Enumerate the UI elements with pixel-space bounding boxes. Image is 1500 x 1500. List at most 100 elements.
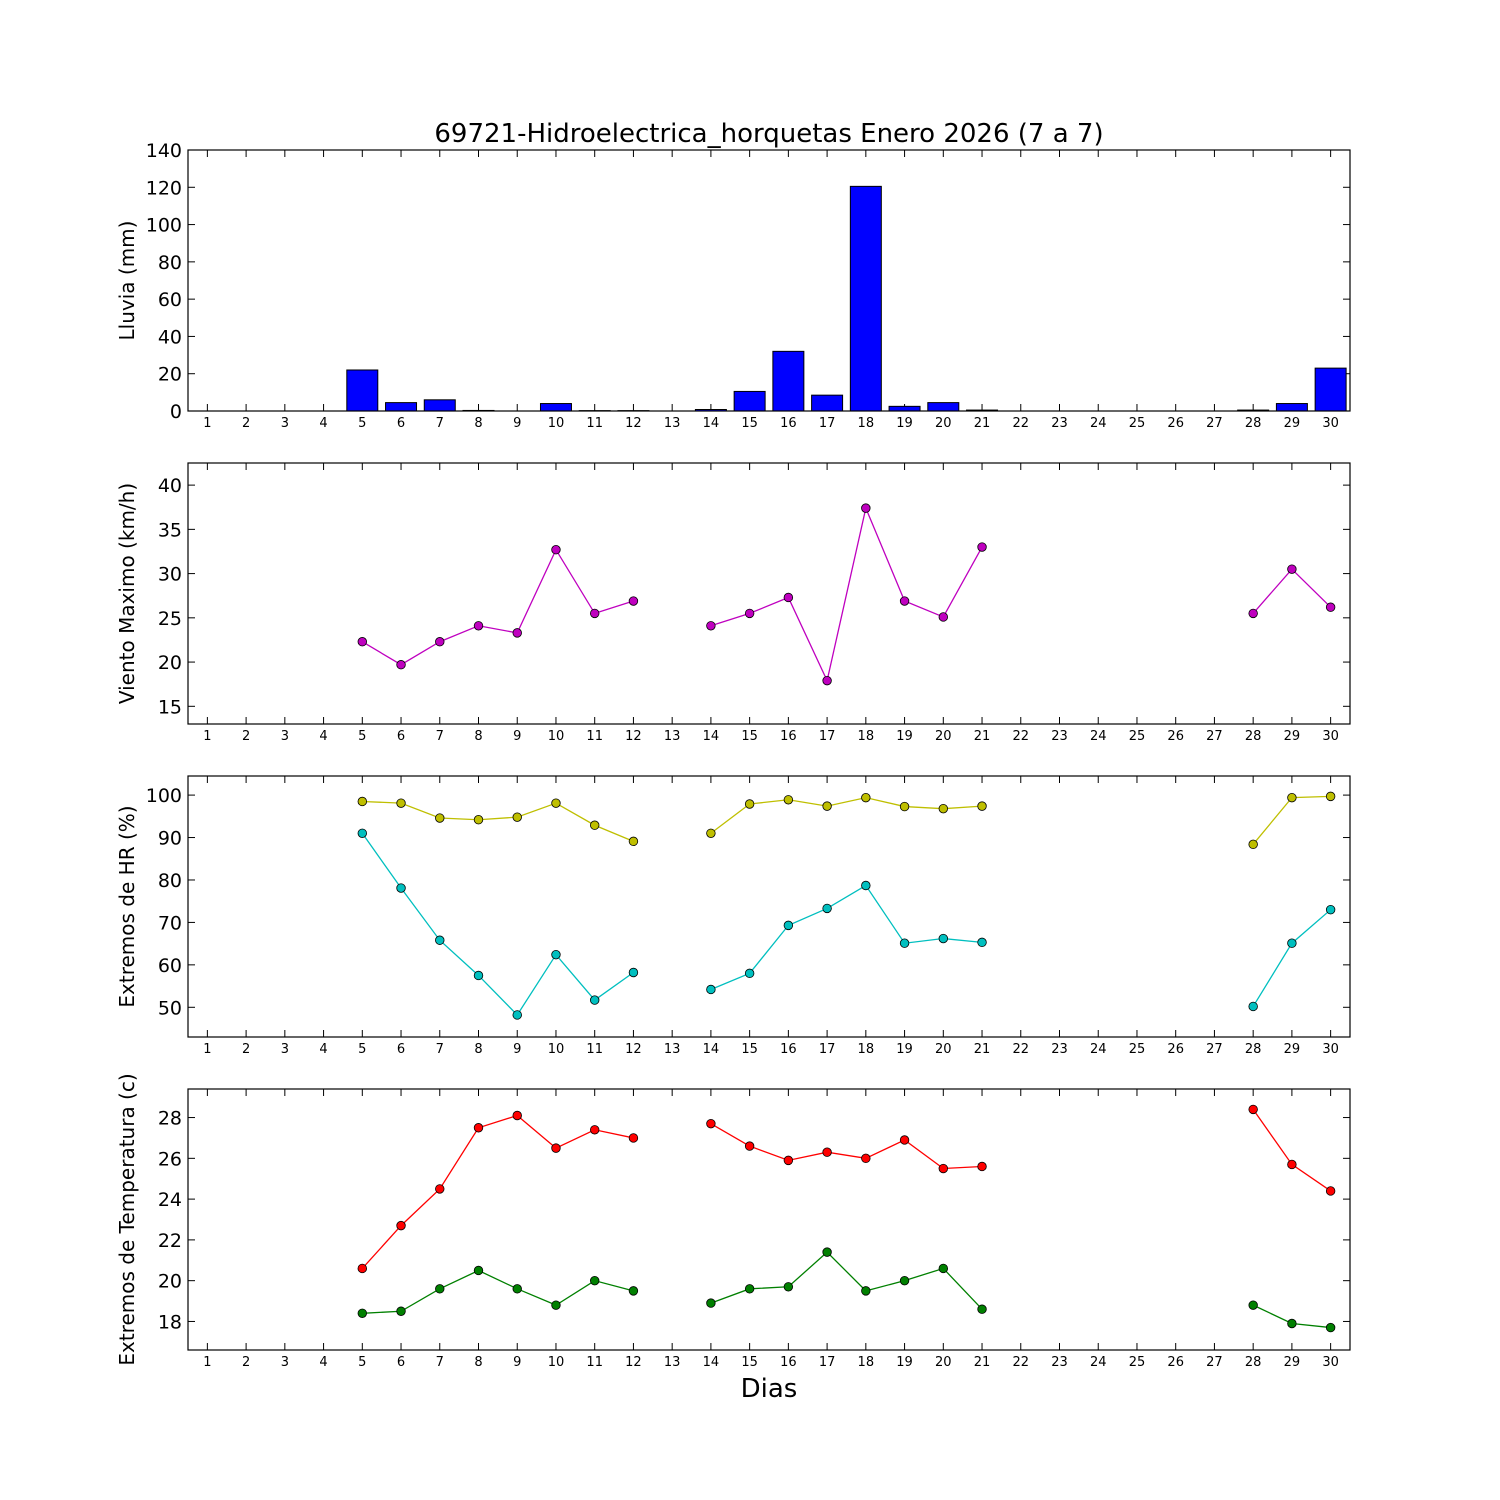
y-tick-label: 70 — [158, 912, 182, 934]
data-point — [822, 1247, 832, 1257]
data-point — [783, 1155, 794, 1166]
y-tick-label: 28 — [158, 1108, 182, 1130]
data-point — [473, 970, 484, 981]
data-point — [1287, 564, 1297, 574]
x-tick-label: 21 — [974, 1042, 991, 1057]
series-line — [362, 800, 634, 842]
data-point — [1325, 1186, 1336, 1196]
data-point — [706, 621, 716, 631]
x-tick-label: 27 — [1206, 1042, 1223, 1057]
data-point — [435, 1284, 445, 1294]
bar — [772, 350, 805, 412]
data-point — [512, 1110, 522, 1121]
x-tick-label: 8 — [474, 416, 482, 431]
y-axis-label: Lluvia (mm) — [115, 221, 139, 341]
x-tick-label: 8 — [474, 729, 482, 744]
y-tick-label: 40 — [158, 475, 182, 497]
bar — [888, 405, 921, 412]
x-tick-label: 13 — [664, 1355, 681, 1370]
x-tick-label: 20 — [935, 1042, 952, 1057]
data-point — [706, 1118, 716, 1129]
data-point — [473, 1265, 484, 1276]
data-point — [1325, 1322, 1336, 1333]
x-tick-label: 4 — [319, 416, 327, 431]
data-point — [938, 933, 949, 944]
data-point — [822, 675, 832, 686]
data-point — [938, 1163, 949, 1174]
data-point — [590, 820, 600, 830]
data-point — [628, 836, 639, 847]
data-point — [822, 801, 832, 811]
data-point — [512, 812, 522, 822]
x-tick-label: 19 — [896, 729, 913, 744]
x-tick-label: 26 — [1167, 416, 1184, 431]
data-point — [977, 937, 987, 948]
x-tick-label: 8 — [474, 1355, 482, 1370]
data-point — [1325, 602, 1336, 612]
x-tick-label: 18 — [858, 1355, 875, 1370]
x-tick-label: 18 — [858, 1042, 875, 1057]
x-tick-label: 15 — [741, 1042, 758, 1057]
data-point — [551, 798, 561, 808]
x-tick-label: 3 — [281, 729, 289, 744]
data-point — [396, 1220, 406, 1231]
y-tick-label: 120 — [146, 177, 182, 199]
bar — [849, 185, 882, 412]
x-tick-label: 29 — [1284, 1042, 1301, 1057]
data-point — [938, 803, 949, 814]
data-point — [706, 1298, 716, 1308]
x-tick-label: 24 — [1090, 1355, 1107, 1370]
x-tick-label: 28 — [1245, 1042, 1262, 1057]
series-line — [1252, 568, 1332, 614]
x-tick-label: 12 — [625, 1042, 642, 1057]
series-line — [710, 1123, 983, 1170]
plot-frame — [187, 1088, 1351, 1351]
data-point — [1248, 1300, 1258, 1310]
x-tick-label: 11 — [586, 1355, 603, 1370]
x-tick-label: 3 — [281, 1042, 289, 1057]
x-tick-label: 16 — [780, 1355, 797, 1370]
data-point — [628, 596, 639, 606]
series-line — [710, 796, 983, 834]
x-tick-label: 6 — [397, 729, 405, 744]
data-point — [590, 1275, 600, 1286]
x-tick-label: 22 — [1012, 416, 1029, 431]
data-point — [435, 1184, 445, 1194]
x-tick-label: 12 — [625, 1355, 642, 1370]
data-point — [435, 935, 445, 945]
x-tick-label: 5 — [358, 1042, 366, 1057]
data-point — [744, 608, 755, 619]
bar — [1314, 367, 1347, 412]
data-point — [357, 828, 368, 838]
x-tick-label: 14 — [703, 1042, 720, 1057]
data-point — [396, 1306, 406, 1316]
data-point — [1287, 938, 1297, 948]
x-tick-label: 24 — [1090, 729, 1107, 744]
data-point — [822, 903, 832, 914]
data-point — [822, 1147, 832, 1157]
x-tick-label: 28 — [1245, 729, 1262, 744]
x-tick-label: 15 — [741, 729, 758, 744]
bar — [423, 399, 456, 412]
data-point — [628, 967, 639, 978]
x-tick-label: 15 — [741, 416, 758, 431]
x-tick-label: 21 — [974, 1355, 991, 1370]
data-point — [783, 795, 794, 805]
x-tick-label: 19 — [896, 1042, 913, 1057]
data-point — [977, 801, 987, 811]
x-tick-label: 22 — [1012, 1042, 1029, 1057]
x-tick-label: 27 — [1206, 729, 1223, 744]
x-tick-label: 23 — [1051, 1355, 1068, 1370]
series-line — [1252, 909, 1332, 1007]
data-point — [1248, 839, 1258, 850]
data-point — [590, 608, 600, 619]
x-tick-label: 15 — [741, 1355, 758, 1370]
x-tick-label: 13 — [664, 1042, 681, 1057]
x-tick-label: 6 — [397, 416, 405, 431]
y-tick-label: 25 — [158, 608, 182, 630]
x-tick-label: 22 — [1012, 1355, 1029, 1370]
series-line — [710, 505, 983, 683]
plot-frame — [187, 149, 1351, 412]
x-tick-label: 10 — [548, 416, 565, 431]
